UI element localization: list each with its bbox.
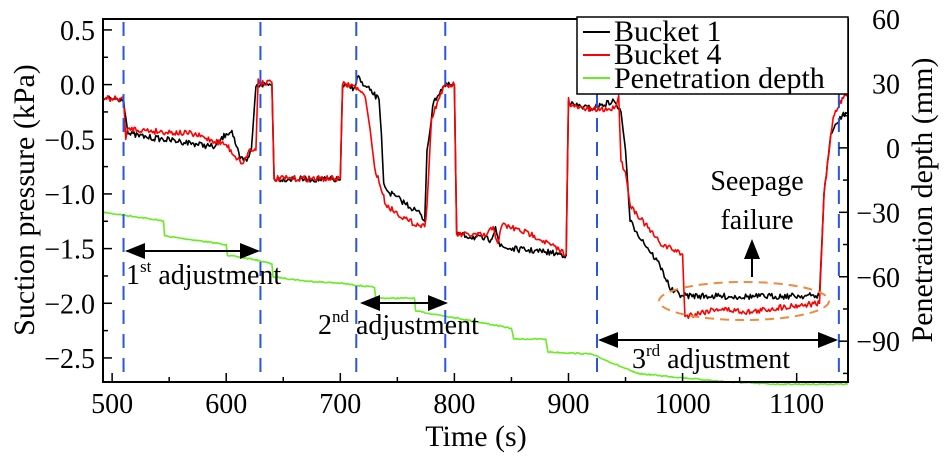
x-tick-label: 600 xyxy=(205,389,247,420)
series-line-bucket-1 xyxy=(102,75,849,301)
x-tick-label: 900 xyxy=(547,389,589,420)
y2-tick-label: −60 xyxy=(856,263,900,294)
plot-area xyxy=(102,18,849,386)
y-tick-label: −2.5 xyxy=(44,344,95,375)
x-tick-label: 500 xyxy=(91,389,133,420)
y-axis-ticks: 0.5 0.0 −0.5 −1.0 −1.5 −2.0 −2.5 xyxy=(44,16,112,375)
y-tick-label: 0.5 xyxy=(60,16,95,47)
y-tick-label: −1.5 xyxy=(44,235,95,266)
x-axis-title: Time (s) xyxy=(425,420,526,453)
seepage-ellipse xyxy=(658,281,830,321)
seepage-label-line1: Seepage xyxy=(710,166,803,197)
y-axis-title: Suction pressure (kPa) xyxy=(8,64,41,336)
adjustment-3-label: 3rd adjustment xyxy=(632,341,790,375)
legend-box xyxy=(576,16,849,95)
legend-label-penetration-depth: Penetration depth xyxy=(614,62,825,95)
y-tick-label: −1.0 xyxy=(44,180,95,211)
series-line-bucket-4 xyxy=(102,78,849,320)
plot-frame xyxy=(102,18,849,383)
y-tick-label: −2.0 xyxy=(44,289,95,320)
vline-group xyxy=(122,22,840,376)
adjustment-1-label: 1st adjustment xyxy=(126,257,281,291)
y-tick-label: −0.5 xyxy=(44,125,95,156)
x-tick-label: 700 xyxy=(319,389,361,420)
y2-axis-title: Penetration depth (mm) xyxy=(906,58,939,343)
y-tick-label: 0.0 xyxy=(60,71,95,102)
y2-tick-label: 0 xyxy=(886,134,900,165)
x-tick-label: 1100 xyxy=(769,389,824,420)
legend: Bucket 1 Bucket 4 Penetration depth xyxy=(576,15,849,95)
y2-tick-label: 30 xyxy=(872,69,900,100)
annotations: 1st adjustment 2nd adjustment 3rd adjust… xyxy=(125,166,838,375)
x-tick-label: 1000 xyxy=(655,389,711,420)
legend-label-bucket-1: Bucket 1 xyxy=(614,15,721,48)
y2-tick-label: 60 xyxy=(872,5,900,36)
y2-tick-label: −30 xyxy=(856,198,900,229)
seepage-label-line2: failure xyxy=(720,205,793,236)
adjustment-2-label: 2nd adjustment xyxy=(318,307,479,341)
x-tick-label: 800 xyxy=(433,389,475,420)
x-axis-ticks: 500 600 700 800 900 1000 1100 xyxy=(91,373,824,420)
y2-axis-ticks: 60 30 0 −30 −60 −90 xyxy=(839,5,900,375)
legend-label-bucket-4: Bucket 4 xyxy=(614,38,721,71)
y2-tick-label: −90 xyxy=(856,327,900,358)
